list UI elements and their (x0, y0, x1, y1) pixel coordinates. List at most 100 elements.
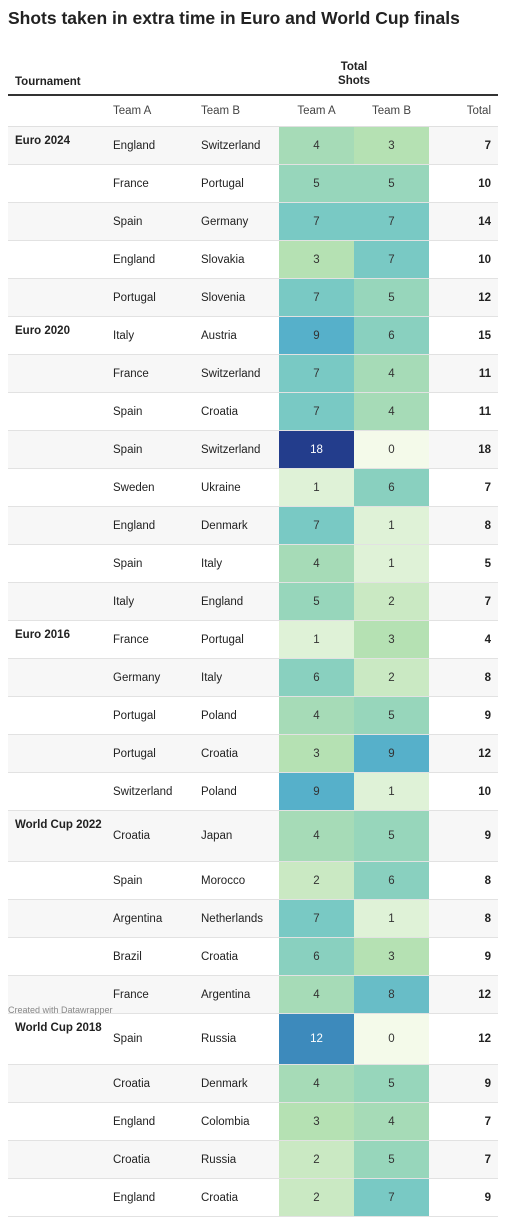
team-a-cell: Croatia (105, 1140, 193, 1179)
team-a-cell: France (105, 975, 193, 1014)
table-row: England Croatia 2 7 9 (8, 1178, 499, 1217)
total-cell: 9 (429, 937, 499, 976)
team-b-shots-cell: 5 (354, 696, 430, 735)
team-a-shots-cell: 7 (279, 278, 354, 317)
tournament-cell (8, 1064, 105, 1103)
team-a-shots-cell: 4 (279, 544, 354, 583)
total-cell: 7 (429, 1140, 499, 1179)
team-b-shots-cell: 6 (354, 316, 430, 355)
team-a-cell: Germany (105, 658, 193, 697)
team-b-cell: Japan (193, 810, 279, 862)
table-row: England Colombia 3 4 7 (8, 1102, 499, 1141)
total-cell: 8 (429, 899, 499, 938)
team-a-cell: France (105, 164, 193, 203)
team-b-shots-cell: 3 (354, 937, 430, 976)
total-cell: 10 (429, 772, 499, 811)
table-row: Argentina Netherlands 7 1 8 (8, 899, 499, 938)
team-a-shots-cell: 7 (279, 899, 354, 938)
team-a-cell: Italy (105, 316, 193, 355)
team-b-shots-cell: 4 (354, 1102, 430, 1141)
team-a-cell: Croatia (105, 1064, 193, 1103)
team-b-shots-cell: 5 (354, 1140, 430, 1179)
table-body: Team A Team B Team A Team B Total Euro 2… (8, 95, 499, 1217)
team-b-shots-cell: 2 (354, 582, 430, 621)
total-shots-header: Total Shots (279, 48, 430, 96)
total-cell: 12 (429, 975, 499, 1014)
team-a-shots-cell: 5 (279, 582, 354, 621)
total-cell: 11 (429, 392, 499, 431)
team-a-shots-cell: 4 (279, 975, 354, 1014)
team-b-shots-cell: 2 (354, 658, 430, 697)
blank-header (193, 48, 279, 96)
team-a-shots-cell: 4 (279, 1064, 354, 1103)
team-b-cell: Russia (193, 1140, 279, 1179)
total-shots-header-line1: Total (340, 61, 368, 73)
tournament-cell (8, 468, 105, 507)
team-a-shots-cell: 7 (279, 392, 354, 431)
team-b-cell: Italy (193, 544, 279, 583)
team-b-shots-cell: 6 (354, 861, 430, 900)
chart-title: Shots taken in extra time in Euro and Wo… (8, 8, 460, 28)
team-b-shots-cell: 0 (354, 1013, 430, 1065)
team-a-cell: Portugal (105, 734, 193, 773)
tournament-cell (8, 1178, 105, 1217)
table-row: Sweden Ukraine 1 6 7 (8, 468, 499, 507)
team-b-cell: Croatia (193, 392, 279, 431)
team-b-shots-cell: 7 (354, 202, 430, 241)
tournament-cell (8, 392, 105, 431)
table-row: Euro 2016 France Portugal 1 3 4 (8, 620, 499, 659)
tournament-cell (8, 696, 105, 735)
team-a-cell: Argentina (105, 899, 193, 938)
tournament-cell (8, 899, 105, 938)
team-b-shots-cell: 6 (354, 468, 430, 507)
team-a-shots-cell: 9 (279, 772, 354, 811)
footer-credit: Created with Datawrapper (8, 1005, 113, 1015)
total-cell: 14 (429, 202, 499, 241)
team-b-shots-cell: 5 (354, 810, 430, 862)
subheader-row: Team A Team B Team A Team B Total (8, 95, 499, 127)
total-cell: 12 (429, 1013, 499, 1065)
team-a-shots-cell: 6 (279, 937, 354, 976)
team-a-cell: England (105, 126, 193, 165)
team-b-shots-cell: 4 (354, 354, 430, 393)
table-row: Switzerland Poland 9 1 10 (8, 772, 499, 811)
total-cell: 8 (429, 658, 499, 697)
total-cell: 7 (429, 468, 499, 507)
team-b-cell: Ukraine (193, 468, 279, 507)
total-cell: 9 (429, 810, 499, 862)
tournament-cell (8, 1140, 105, 1179)
table-row: Croatia Russia 2 5 7 (8, 1140, 499, 1179)
team-b-cell: Germany (193, 202, 279, 241)
total-cell: 7 (429, 582, 499, 621)
tournament-cell (8, 937, 105, 976)
total-cell: 10 (429, 240, 499, 279)
team-a-cell: England (105, 1178, 193, 1217)
team-a-cell: Switzerland (105, 772, 193, 811)
tournament-cell (8, 164, 105, 203)
team-a-shots-cell: 3 (279, 1102, 354, 1141)
blank-subheader (8, 95, 105, 127)
team-a-shots-subheader: Team A (279, 95, 354, 127)
total-cell: 8 (429, 506, 499, 545)
table-row: World Cup 2022 Croatia Japan 4 5 9 (8, 810, 499, 862)
tournament-cell (8, 430, 105, 469)
tournament-cell (8, 354, 105, 393)
team-a-cell: England (105, 240, 193, 279)
team-b-cell: Croatia (193, 1178, 279, 1217)
total-cell: 12 (429, 278, 499, 317)
team-a-cell: Croatia (105, 810, 193, 862)
table-row: Portugal Poland 4 5 9 (8, 696, 499, 735)
header-row: Tournament Total Shots (8, 48, 499, 96)
tournament-cell (8, 278, 105, 317)
total-cell: 5 (429, 544, 499, 583)
team-b-cell: Colombia (193, 1102, 279, 1141)
total-shots-header-line2: Shots (338, 75, 370, 87)
table-row: Italy England 5 2 7 (8, 582, 499, 621)
tournament-cell (8, 1102, 105, 1141)
team-b-cell: Croatia (193, 734, 279, 773)
total-cell: 9 (429, 696, 499, 735)
total-cell: 9 (429, 1064, 499, 1103)
tournament-cell (8, 544, 105, 583)
total-cell: 8 (429, 861, 499, 900)
total-cell: 7 (429, 1102, 499, 1141)
